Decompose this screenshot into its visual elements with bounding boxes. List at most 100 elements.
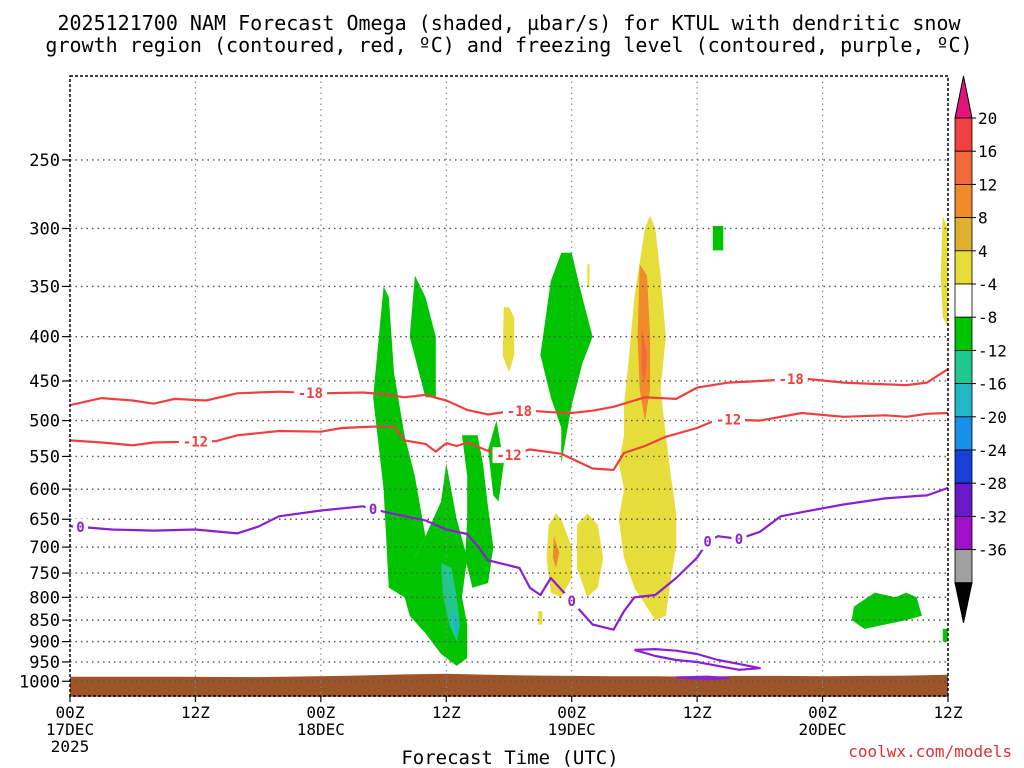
y-tick-label: 350	[29, 277, 60, 297]
omega-region-8-16	[552, 536, 560, 568]
x-tick-label: 18DEC	[297, 720, 345, 739]
colorbar-label: -36	[978, 541, 1007, 560]
x-tick-label: 00Z	[808, 703, 837, 722]
colorbar-label: -24	[978, 441, 1007, 460]
omega-region-4-18	[538, 611, 543, 625]
colorbar-box	[954, 449, 973, 484]
colorbar-box	[954, 183, 973, 218]
omega-region--8-7	[540, 252, 593, 464]
x-tick-label: 12Z	[432, 703, 461, 722]
colorbar-label: 4	[978, 242, 988, 261]
x-tick-label: 00Z	[557, 703, 586, 722]
colorbar-label: -28	[978, 474, 1007, 493]
omega-region--8-10	[942, 628, 948, 642]
contour-label: 0	[76, 520, 84, 536]
colorbar-label: 20	[978, 109, 997, 128]
omega-region--16-6	[451, 611, 459, 638]
contour-label: -12	[496, 448, 521, 464]
colorbar-label: -16	[978, 375, 1007, 394]
terrain-surface	[70, 673, 948, 697]
contour-label-bg	[731, 530, 747, 547]
x-tick-label: 17DEC	[46, 720, 94, 739]
omega-region--8-9	[851, 592, 922, 629]
colorbar-box	[954, 383, 973, 418]
contour-label-bg	[502, 403, 536, 420]
colorbar-box	[954, 117, 973, 152]
omega-region-12-13	[641, 327, 647, 381]
contour-label: -18	[507, 404, 532, 420]
contour-label-bg	[293, 384, 327, 401]
y-tick-label: 850	[29, 611, 60, 631]
colorbar-box	[954, 217, 973, 252]
y-tick-label: 250	[29, 151, 60, 171]
chart-title-line-1: 2025121700 NAM Forecast Omega (shaded, µ…	[57, 11, 961, 35]
colorbar-box	[954, 250, 973, 285]
colorbar-box	[954, 283, 973, 318]
contour-label-bg	[774, 371, 808, 388]
colorbar-cap-bottom	[954, 582, 973, 623]
y-tick-label: 800	[29, 588, 60, 608]
contour-label: -12	[716, 412, 741, 428]
colorbar-label: 16	[978, 142, 997, 161]
omega-region--8-3	[462, 435, 494, 588]
contour-label: 0	[703, 535, 711, 551]
contours: -18 -18 -18 -12 -12 -12 0 0 0 0 0	[69, 368, 949, 681]
omega-region-4-17	[576, 513, 604, 598]
y-tick-label: 550	[29, 447, 60, 467]
x-axis-label: Forecast Time (UTC)	[401, 747, 618, 768]
y-tick-label: 450	[29, 372, 60, 392]
colorbar-box	[954, 516, 973, 551]
x-tick-label: 19DEC	[548, 720, 596, 739]
omega-region-4-20	[587, 264, 590, 287]
contour-label-bg	[700, 533, 716, 550]
contour-label: 0	[567, 594, 575, 610]
y-tick-label: 650	[29, 510, 60, 530]
x-tick-label: 00Z	[306, 703, 335, 722]
y-tick-label: 1000	[19, 672, 60, 692]
omega-region-4-14	[502, 307, 515, 373]
contour-label: -18	[298, 386, 323, 402]
contour-label-bg	[72, 518, 88, 535]
y-tick-label: 500	[29, 412, 60, 432]
x-tick-label: 12Z	[683, 703, 712, 722]
axes: 2503003504004505005506006507007508008509…	[19, 75, 963, 756]
colorbar-box	[954, 482, 973, 517]
x-tick-label: 12Z	[181, 703, 210, 722]
colorbar-cap-top	[954, 75, 973, 119]
contour-label: 0	[735, 532, 743, 548]
omega-region--8-8	[712, 226, 724, 251]
colorbar-box	[954, 416, 973, 451]
contour-label-bg	[178, 433, 212, 450]
omega-region-4-11	[618, 215, 677, 621]
gridlines	[70, 76, 948, 696]
chart-title-line-2: growth region (contoured, red, ºC) and f…	[45, 33, 972, 57]
site-credit: coolwx.com/models	[848, 742, 1012, 761]
colorbar-label: -32	[978, 507, 1007, 526]
omega-region-4-19	[940, 215, 948, 328]
contour-freezing_level-2	[69, 486, 949, 631]
y-tick-label: 300	[29, 219, 60, 239]
contour-label-bg	[564, 593, 580, 610]
contour-label-bg	[492, 447, 526, 464]
y-tick-label: 700	[29, 538, 60, 558]
contour-freezing_level_closed-3	[634, 647, 762, 671]
contour-freezing_level_closed-4	[676, 675, 730, 681]
contour-label: -12	[183, 435, 208, 451]
y-tick-label: 750	[29, 564, 60, 584]
x-tick-label: 2025	[51, 737, 90, 756]
contour-dgz_contour-1	[69, 411, 949, 471]
contour-label-bg	[712, 411, 745, 428]
x-tick-label: 00Z	[56, 703, 85, 722]
y-tick-label: 400	[29, 328, 60, 348]
colorbar-box	[954, 349, 973, 384]
plot-area	[70, 76, 948, 697]
contour-label-bg	[365, 500, 381, 517]
colorbar-label: -20	[978, 408, 1007, 427]
colorbar-box	[954, 316, 973, 351]
colorbar-label: -12	[978, 341, 1007, 360]
colorbar-label: -4	[978, 275, 997, 294]
colorbar-label: 12	[978, 175, 997, 194]
plot-frame	[69, 75, 949, 697]
colorbar-box	[954, 150, 973, 185]
